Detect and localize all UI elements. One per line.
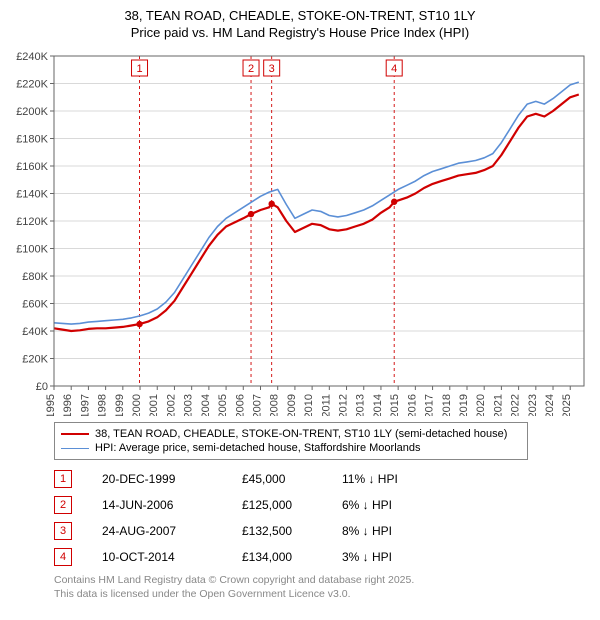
svg-text:2020: 2020 xyxy=(475,394,487,416)
svg-text:2023: 2023 xyxy=(527,394,539,416)
svg-text:2012: 2012 xyxy=(338,394,350,416)
legend-row: 38, TEAN ROAD, CHEADLE, STOKE-ON-TRENT, … xyxy=(61,427,521,441)
marker-diff: 6% ↓ HPI xyxy=(342,498,422,512)
svg-text:£220K: £220K xyxy=(16,78,48,90)
marker-price: £134,000 xyxy=(242,550,312,564)
footer-attribution: Contains HM Land Registry data © Crown c… xyxy=(54,574,590,601)
svg-text:1996: 1996 xyxy=(62,394,74,416)
marker-date: 14-JUN-2006 xyxy=(102,498,212,512)
svg-text:2003: 2003 xyxy=(183,394,195,416)
svg-text:2025: 2025 xyxy=(561,394,573,416)
marker-date: 24-AUG-2007 xyxy=(102,524,212,538)
chart-area: £0 £20K £40K £60K £80K £100K £120K £140K £160K £1… xyxy=(10,46,590,416)
marker-price: £45,000 xyxy=(242,472,312,486)
svg-text:2: 2 xyxy=(248,63,254,75)
svg-text:£120K: £120K xyxy=(16,216,48,228)
svg-text:2014: 2014 xyxy=(372,394,384,416)
marker-table: 1 20-DEC-1999 £45,000 11% ↓ HPI 2 14-JUN-2006… xyxy=(54,470,590,566)
marker-price: £132,500 xyxy=(242,524,312,538)
svg-text:2011: 2011 xyxy=(320,394,332,416)
svg-text:2017: 2017 xyxy=(424,394,436,416)
svg-text:1: 1 xyxy=(136,63,142,75)
footer-line1: Contains HM Land Registry data © Crown c… xyxy=(54,574,414,586)
legend-label: HPI: Average price, semi-detached house,… xyxy=(95,441,421,455)
svg-text:£20K: £20K xyxy=(22,353,48,365)
footer-line2: This data is licensed under the Open Gov… xyxy=(54,588,351,600)
svg-text:4: 4 xyxy=(391,63,397,75)
svg-text:2010: 2010 xyxy=(303,394,315,416)
svg-text:1997: 1997 xyxy=(79,394,91,416)
marker-num: 4 xyxy=(54,548,72,566)
svg-text:1995: 1995 xyxy=(45,394,57,416)
marker-table-row: 3 24-AUG-2007 £132,500 8% ↓ HPI xyxy=(54,522,590,540)
legend: 38, TEAN ROAD, CHEADLE, STOKE-ON-TRENT, … xyxy=(54,422,528,461)
svg-text:2019: 2019 xyxy=(458,394,470,416)
title-line1: 38, TEAN ROAD, CHEADLE, STOKE-ON-TRENT, … xyxy=(124,8,475,23)
marker-date: 20-DEC-1999 xyxy=(102,472,212,486)
legend-row: HPI: Average price, semi-detached house,… xyxy=(61,441,521,455)
svg-text:3: 3 xyxy=(269,63,275,75)
marker-diff: 8% ↓ HPI xyxy=(342,524,422,538)
marker-table-row: 4 10-OCT-2014 £134,000 3% ↓ HPI xyxy=(54,548,590,566)
marker-diff: 3% ↓ HPI xyxy=(342,550,422,564)
svg-text:2005: 2005 xyxy=(217,394,229,416)
marker-num: 2 xyxy=(54,496,72,514)
svg-text:£60K: £60K xyxy=(22,298,48,310)
svg-text:2001: 2001 xyxy=(148,394,160,416)
svg-text:£160K: £160K xyxy=(16,161,48,173)
marker-num: 3 xyxy=(54,522,72,540)
svg-text:2016: 2016 xyxy=(406,394,418,416)
svg-text:2007: 2007 xyxy=(251,394,263,416)
svg-text:£80K: £80K xyxy=(22,271,48,283)
marker-num: 1 xyxy=(54,470,72,488)
marker-table-row: 2 14-JUN-2006 £125,000 6% ↓ HPI xyxy=(54,496,590,514)
svg-text:1998: 1998 xyxy=(97,394,109,416)
title-line2: Price paid vs. HM Land Registry's House … xyxy=(131,25,469,40)
legend-swatch xyxy=(61,448,89,449)
svg-text:2004: 2004 xyxy=(200,394,212,416)
marker-date: 10-OCT-2014 xyxy=(102,550,212,564)
svg-text:2000: 2000 xyxy=(131,394,143,416)
legend-label: 38, TEAN ROAD, CHEADLE, STOKE-ON-TRENT, … xyxy=(95,427,507,441)
marker-price: £125,000 xyxy=(242,498,312,512)
svg-text:£0: £0 xyxy=(36,381,48,393)
chart-title: 38, TEAN ROAD, CHEADLE, STOKE-ON-TRENT, … xyxy=(10,8,590,42)
svg-text:1999: 1999 xyxy=(114,394,126,416)
svg-text:£200K: £200K xyxy=(16,106,48,118)
line-chart-svg: £0 £20K £40K £60K £80K £100K £120K £140K £160K £1… xyxy=(10,46,590,416)
svg-text:2022: 2022 xyxy=(510,394,522,416)
svg-text:2008: 2008 xyxy=(269,394,281,416)
svg-text:2024: 2024 xyxy=(544,394,556,416)
svg-text:£180K: £180K xyxy=(16,133,48,145)
svg-text:2013: 2013 xyxy=(355,394,367,416)
svg-text:2021: 2021 xyxy=(492,394,504,416)
svg-text:£240K: £240K xyxy=(16,51,48,63)
svg-text:£140K: £140K xyxy=(16,188,48,200)
svg-text:2009: 2009 xyxy=(286,394,298,416)
legend-swatch xyxy=(61,433,89,435)
svg-text:£100K: £100K xyxy=(16,243,48,255)
svg-text:2006: 2006 xyxy=(234,394,246,416)
marker-table-row: 1 20-DEC-1999 £45,000 11% ↓ HPI xyxy=(54,470,590,488)
svg-text:2018: 2018 xyxy=(441,394,453,416)
svg-text:2015: 2015 xyxy=(389,394,401,416)
svg-text:£40K: £40K xyxy=(22,326,48,338)
svg-text:2002: 2002 xyxy=(165,394,177,416)
marker-diff: 11% ↓ HPI xyxy=(342,472,422,486)
